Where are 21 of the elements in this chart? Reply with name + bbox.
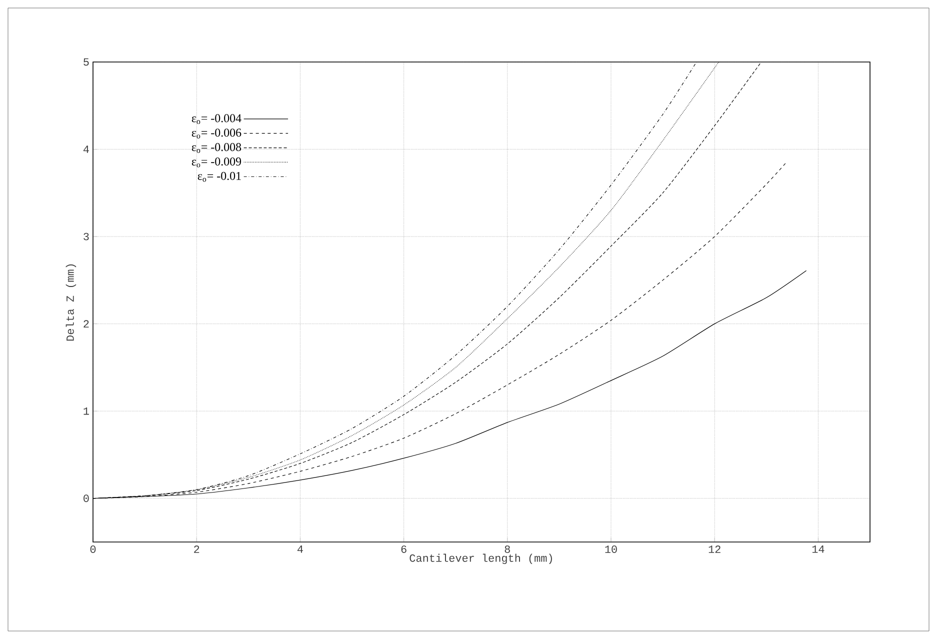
y-tick-label: 1 (84, 407, 89, 415)
legend-label: ε$_{o}$= -0.009 (192, 157, 242, 168)
y-tick-label: 2 (84, 320, 89, 328)
x-tick-label: 4 (297, 546, 303, 553)
legend-label: ε$_{o}$= -0.008 (192, 143, 242, 153)
legend-label: ε$_{o}$= -0.006 (192, 128, 242, 138)
legend-label: ε$_{o}$= -0.01 (198, 172, 241, 182)
y-tick-label: 5 (84, 58, 89, 66)
x-tick-label: 2 (194, 546, 200, 553)
x-tick-label: 6 (401, 546, 406, 553)
x-tick-label: 8 (504, 546, 510, 553)
legend-label: ε$_{o}$= -0.004 (192, 114, 242, 124)
y-tick-label: 0 (84, 494, 89, 502)
y-axis-title: Delta Z (mm) (66, 264, 76, 341)
y-tick-label: 4 (83, 146, 89, 153)
x-tick-label: 0 (90, 546, 96, 553)
x-tick-label: 14 (812, 546, 824, 553)
x-tick-label: 10 (605, 546, 617, 553)
x-tick-label: 12 (708, 546, 720, 553)
y-tick-label: 3 (84, 232, 89, 240)
x-axis-title: Cantilever length (mm) (410, 554, 552, 564)
